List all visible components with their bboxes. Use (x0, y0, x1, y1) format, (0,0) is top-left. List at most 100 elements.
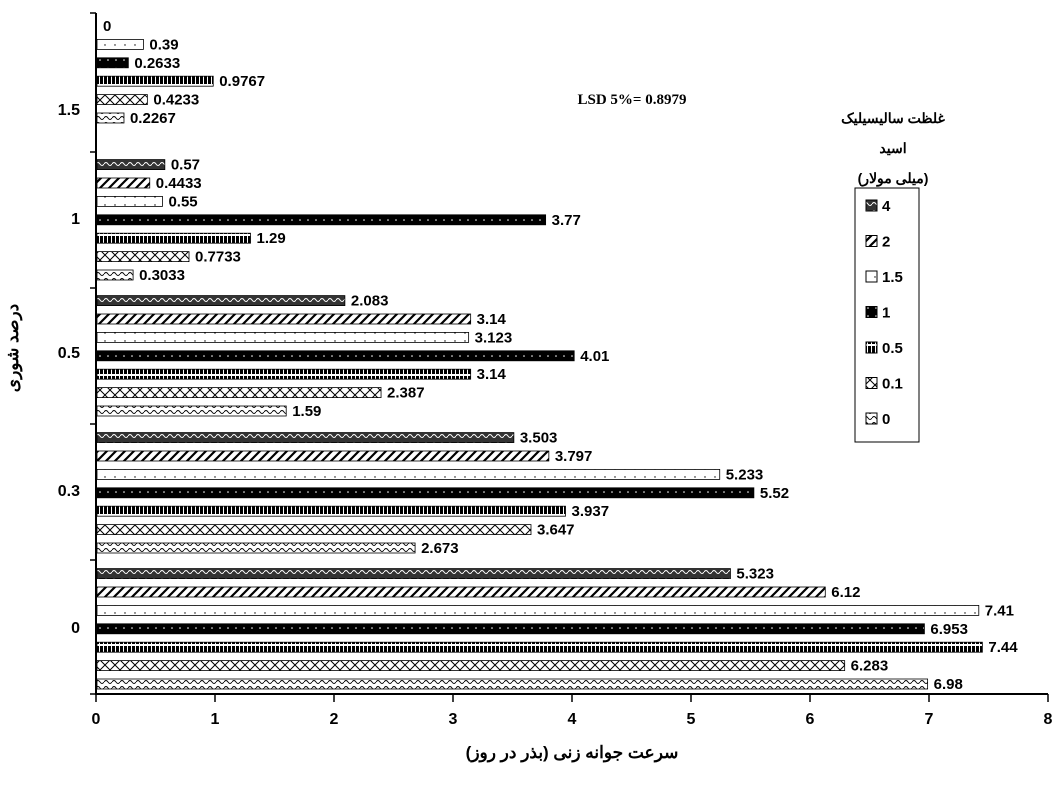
bar-1-series-0-5 (96, 232, 251, 244)
value-label: 5.323 (736, 566, 774, 583)
bar-0-series-0-1 (96, 660, 846, 671)
y-category-label: 1 (71, 211, 80, 228)
bar-0-5-series-0-1 (96, 387, 382, 399)
y-axis-title: درصد شوری (3, 304, 23, 392)
value-label: 6.953 (930, 621, 968, 638)
value-label: 6.12 (831, 584, 860, 601)
x-ticks-layer: 0 1 2 3 4 5 6 7 8 (92, 694, 1053, 728)
legend-title-line-1: غلظت سالیسیلیک (841, 110, 945, 126)
bar-0-5-series-2 (96, 313, 472, 325)
legend-label-2: 2 (882, 234, 890, 251)
bar-0-3-series-2 (96, 450, 550, 462)
x-tick-label: 5 (687, 711, 696, 728)
bar-0-3-series-1 (96, 487, 755, 499)
x-tick-label: 7 (925, 711, 934, 728)
bar-0-series-1-5 (96, 605, 980, 616)
x-tick-label: 0 (92, 711, 101, 728)
legend-label-1-5: 1.5 (882, 269, 903, 286)
x-tick-label: 8 (1044, 711, 1053, 728)
value-label: 3.123 (475, 329, 513, 346)
value-label: 3.14 (477, 366, 507, 383)
bars-layer (96, 39, 983, 690)
legend-swatch-0-5 (865, 341, 878, 354)
y-category-label: 1.5 (58, 102, 80, 119)
bar-0-5-series-1-5 (96, 331, 470, 343)
bar-0-3-series-0-1 (96, 524, 532, 535)
bar-1-5-series-0 (96, 112, 125, 124)
value-label: 3.503 (520, 430, 558, 447)
x-tick-label: 1 (211, 711, 220, 728)
bar-1-series-0-1 (96, 251, 190, 263)
bar-0-3-series-0 (96, 542, 416, 554)
value-label: 4.01 (580, 348, 609, 365)
legend-swatch-0-1 (865, 377, 878, 389)
value-label: 0.2633 (134, 55, 180, 72)
value-label: 0 (103, 18, 111, 35)
bar-1-5-series-1 (96, 57, 129, 69)
bar-1-series-1 (96, 214, 547, 226)
lsd-annotation: LSD 5%= 0.8979 (578, 92, 687, 108)
legend-label-0: 0 (882, 411, 890, 428)
value-label: 6.283 (851, 658, 889, 675)
bar-0-3-series-0-5 (96, 505, 566, 517)
value-label: 2.673 (421, 540, 459, 557)
value-label: 5.52 (760, 485, 789, 502)
bar-0-5-series-1 (96, 350, 575, 362)
bar-0-5-series-0-5 (96, 368, 472, 380)
value-label: 0.4233 (153, 92, 199, 109)
value-label: 3.14 (477, 311, 507, 328)
value-label: 7.41 (985, 602, 1014, 619)
legend-box (854, 187, 920, 443)
value-label: 1.29 (257, 230, 286, 247)
bar-0-3-series-4 (96, 432, 515, 444)
value-label: 7.44 (988, 639, 1018, 656)
legend-swatch-2 (865, 235, 878, 247)
bar-1-series-0 (96, 269, 134, 281)
value-label: 6.98 (934, 676, 963, 693)
legend-label-0-1: 0.1 (882, 376, 903, 393)
value-label: 3.77 (552, 212, 581, 229)
value-label: 3.797 (555, 448, 593, 465)
value-label: 2.387 (387, 385, 425, 402)
bar-0-series-0-5 (96, 641, 983, 653)
value-label: 0.39 (149, 36, 178, 53)
value-label: 3.937 (572, 503, 610, 520)
bar-1-series-4 (96, 159, 166, 171)
bar-1-5-series-0-5 (96, 75, 214, 87)
legend: غلظت سالیسیلیک اسید (میلی مولار) 4 2 1.5 1 0… (841, 110, 946, 443)
x-tick-label: 4 (568, 711, 577, 728)
value-label: 0.57 (171, 157, 200, 174)
legend-label-1: 1 (882, 305, 890, 322)
legend-label-0-5: 0.5 (882, 340, 903, 357)
bar-0-5-series-4 (96, 295, 346, 307)
bar-0-series-2 (96, 586, 826, 598)
value-label: 2.083 (351, 293, 389, 310)
y-category-label: 0 (71, 620, 80, 637)
legend-swatch-0 (865, 412, 878, 425)
value-labels-layer: 6.98 6.283 7.44 6.953 7.41 6.12 5.323 2.673 3.64… (103, 18, 1018, 693)
x-tick-label: 3 (449, 711, 458, 728)
legend-swatch-1-5 (865, 270, 878, 283)
value-label: 0.55 (168, 193, 197, 210)
bar-1-series-2 (96, 177, 151, 189)
value-label: 5.233 (726, 466, 764, 483)
legend-title-line-2: اسید (879, 140, 906, 156)
legend-swatch-4 (865, 199, 878, 212)
bar-1-5-series-1-5 (96, 39, 144, 50)
bar-0-series-0 (96, 678, 929, 690)
legend-swatch-1 (865, 306, 878, 318)
value-label: 3.647 (537, 522, 575, 539)
bar-0-series-1 (96, 623, 925, 635)
y-ticks-layer: 0 0.3 0.5 1 1.5 (58, 12, 96, 695)
x-tick-label: 6 (806, 711, 815, 728)
bar-0-3-series-1-5 (96, 468, 721, 480)
value-label: 0.4433 (156, 175, 202, 192)
x-axis-title: سرعت جوانه زنی (بذر در روز) (466, 743, 679, 763)
value-label: 0.9767 (219, 73, 265, 90)
bar-0-5-series-0 (96, 405, 287, 417)
y-category-label: 0.3 (58, 483, 80, 500)
value-label: 0.7733 (195, 249, 241, 266)
value-label: 0.2267 (130, 110, 176, 127)
bar-0-series-4 (96, 568, 731, 579)
